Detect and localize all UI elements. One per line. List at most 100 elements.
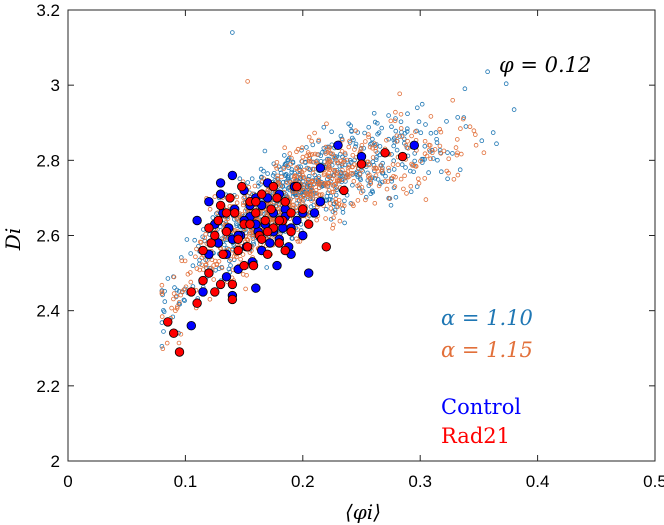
- y-axis-label-text: Di: [1, 228, 25, 251]
- alpha-115-point: [275, 176, 281, 182]
- alpha-115-point: [329, 176, 335, 182]
- alpha-110-point: [399, 129, 404, 135]
- alpha-115-point: [471, 128, 477, 134]
- alpha-110-point: [418, 130, 424, 136]
- alpha-115-point: [299, 174, 304, 180]
- alpha-110-point: [435, 157, 440, 163]
- alpha-115-point: [282, 145, 288, 151]
- alpha-115-point: [301, 188, 307, 193]
- alpha-115-point: [379, 167, 385, 173]
- alpha-115-point: [314, 178, 319, 183]
- alpha-115-point: [321, 180, 327, 186]
- alpha-115-point: [426, 147, 432, 153]
- alpha-110-point: [419, 101, 425, 107]
- x-tick-label: 0.3: [408, 472, 432, 491]
- alpha-115-point: [232, 253, 237, 259]
- alpha-115-point: [350, 153, 356, 158]
- alpha-110-point: [388, 203, 394, 208]
- alpha-115-point: [446, 170, 451, 176]
- alpha-110-point: [292, 170, 298, 176]
- rad21-point: [272, 193, 282, 203]
- outlier-point: [245, 79, 250, 84]
- alpha-115-point: [314, 217, 320, 223]
- alpha-110-point: [161, 309, 167, 315]
- alpha-110-point: [323, 206, 329, 212]
- alpha-110-point: [179, 255, 184, 260]
- alpha-110-point: [182, 298, 187, 303]
- alpha-115-point: [198, 239, 203, 245]
- alpha-115-point: [334, 160, 340, 166]
- control-point: [333, 140, 343, 151]
- alpha-110-point: [172, 285, 177, 290]
- rad21-point: [168, 328, 179, 338]
- alpha-115-point: [275, 173, 281, 179]
- alpha-115-point: [173, 308, 178, 314]
- alpha-115-point: [362, 139, 368, 144]
- alpha-110-point: [329, 129, 334, 135]
- alpha-110-point: [414, 184, 420, 189]
- alpha-110-point: [386, 168, 392, 174]
- alpha-115-point: [312, 151, 318, 157]
- alpha-115-point: [416, 180, 422, 186]
- alpha-115-point: [395, 162, 401, 168]
- alpha-115-point: [321, 172, 327, 178]
- control-point: [315, 196, 326, 207]
- alpha-110-point: [391, 158, 397, 164]
- rad21-point: [280, 245, 290, 256]
- control-point: [272, 260, 282, 271]
- alpha-115-point: [351, 178, 357, 184]
- alpha-110-point: [358, 177, 363, 183]
- alpha-115-point: [366, 132, 371, 137]
- alpha-115-point: [306, 182, 312, 188]
- alpha-110-point: [348, 160, 354, 165]
- alpha-115-point: [330, 226, 335, 231]
- alpha-115-point: [203, 231, 209, 237]
- rad21-point: [286, 226, 296, 237]
- alpha-115-point: [294, 174, 300, 179]
- alpha-110-point: [438, 169, 444, 175]
- alpha-115-point: [336, 178, 342, 184]
- alpha-115-point: [335, 204, 341, 209]
- alpha-110-point: [261, 168, 266, 174]
- alpha-115-point: [422, 176, 428, 181]
- alpha-115-point: [327, 150, 333, 156]
- alpha-110-point: [372, 143, 378, 148]
- alpha-115-point: [194, 246, 199, 252]
- control-point: [292, 215, 302, 226]
- alpha-115-point: [418, 158, 423, 164]
- alpha-115-point: [178, 331, 184, 337]
- alpha-110-point: [289, 167, 295, 172]
- alpha-115-point: [324, 121, 329, 127]
- alpha-115-point: [242, 208, 248, 214]
- rad21-point: [215, 200, 226, 211]
- alpha-110-point: [389, 124, 394, 129]
- alpha-115-point: [216, 259, 222, 264]
- alpha-115-point: [160, 346, 166, 352]
- alpha-110-point: [162, 299, 168, 304]
- alpha-115-point: [294, 149, 299, 155]
- alpha-115-point: [458, 126, 463, 131]
- x-tick-label: 0.4: [526, 472, 550, 491]
- alpha-110-point: [374, 155, 379, 160]
- alpha-115-point: [408, 184, 414, 189]
- alpha-115-point: [306, 134, 312, 140]
- alpha-115-point: [287, 151, 293, 156]
- alpha-115-point: [265, 187, 271, 193]
- alpha-110-point: [422, 144, 428, 149]
- legend-rad21: Rad21: [441, 424, 510, 448]
- rad21-point: [210, 230, 220, 241]
- alpha-115-point: [326, 188, 332, 193]
- rad21-point: [237, 181, 247, 192]
- alpha-115-point: [311, 182, 316, 188]
- alpha-115-point: [333, 171, 339, 177]
- alpha-110-point: [391, 143, 397, 149]
- rad21-point: [215, 279, 226, 290]
- alpha-115-point: [174, 293, 179, 299]
- alpha-110-point: [262, 148, 268, 154]
- rad21-point: [248, 260, 259, 271]
- alpha-115-point: [451, 177, 457, 182]
- alpha-115-point: [159, 282, 165, 288]
- alpha-115-point: [422, 151, 428, 157]
- rad21-point: [198, 245, 208, 256]
- y-tick-label: 2.6: [36, 227, 60, 246]
